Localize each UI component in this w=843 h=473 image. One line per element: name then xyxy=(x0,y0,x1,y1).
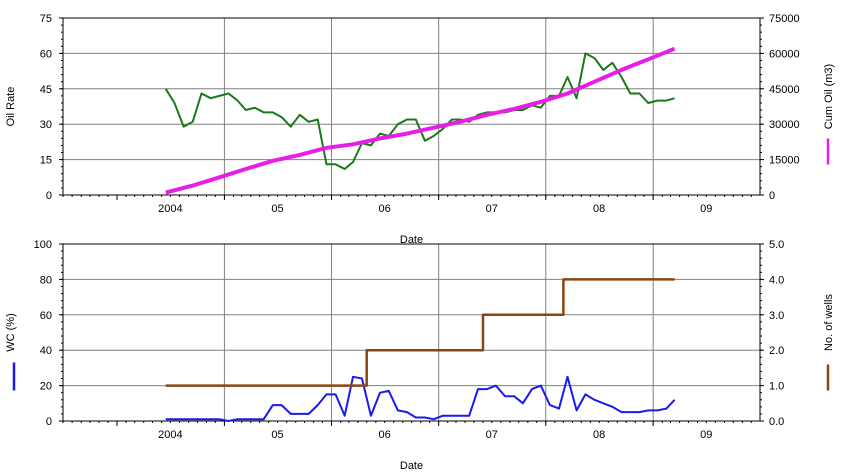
series-line-no-of-wells xyxy=(165,278,675,387)
x-tick-label: 09 xyxy=(700,429,712,441)
y2-tick-label: 0.0 xyxy=(769,416,784,428)
y-tick-label: 80 xyxy=(40,274,52,286)
y-tick-label: 15 xyxy=(40,155,52,167)
y-tick-label: 100 xyxy=(34,239,52,251)
x-tick-label: 08 xyxy=(593,429,605,441)
y-tick-label: 0 xyxy=(46,190,52,202)
x-tick-label: 07 xyxy=(486,429,498,441)
series-line-wc xyxy=(165,375,676,422)
series-line-oil-rate xyxy=(164,52,675,170)
y-tick-label: 30 xyxy=(40,119,52,131)
y2-axis-label: No. of wells xyxy=(823,294,835,351)
y2-tick-label: 4.0 xyxy=(769,274,784,286)
y2-tick-label: 5.0 xyxy=(769,239,784,251)
y-tick-label: 0 xyxy=(46,416,52,428)
x-tick-label: 05 xyxy=(271,429,283,441)
y-axis-label: Oil Rate xyxy=(5,87,17,127)
y2-tick-label: 2.0 xyxy=(769,345,784,357)
y-tick-label: 60 xyxy=(40,48,52,60)
series-line-cum-oil-m3 xyxy=(165,46,676,195)
plot-frame xyxy=(62,17,761,196)
x-tick-label: 05 xyxy=(271,203,283,215)
x-tick-label: 06 xyxy=(379,203,391,215)
x-tick-label: 09 xyxy=(700,203,712,215)
panel-2: 0 0.0 20 1.0 40 2.0 60 3.0 80 4.0 100 5.0 2004 05 06 07… xyxy=(5,239,835,472)
y-tick-label: 45 xyxy=(40,84,52,96)
y2-tick-label: 45000 xyxy=(769,84,800,96)
x-axis-label: Date xyxy=(400,460,423,472)
panel-1: 0 0 15 15000 30 30000 45 45000 60 60000 75 75000 200… xyxy=(5,13,835,246)
y-tick-label: 40 xyxy=(40,345,52,357)
x-tick-label: 2004 xyxy=(158,429,182,441)
y2-axis-label: Cum Oil (m3) xyxy=(823,64,835,129)
y2-tick-label: 1.0 xyxy=(769,381,784,393)
y2-tick-label: 15000 xyxy=(769,155,800,167)
x-axis-label: Date xyxy=(400,234,423,246)
y2-tick-label: 3.0 xyxy=(769,310,784,322)
y-axis-label: WC (%) xyxy=(5,313,17,352)
y2-tick-label: 60000 xyxy=(769,48,800,60)
x-tick-label: 08 xyxy=(593,203,605,215)
x-tick-label: 2004 xyxy=(158,203,182,215)
x-tick-label: 06 xyxy=(379,429,391,441)
y-tick-label: 75 xyxy=(40,13,52,25)
y2-tick-label: 75000 xyxy=(769,13,800,25)
y-tick-label: 60 xyxy=(40,310,52,322)
y2-tick-label: 30000 xyxy=(769,119,800,131)
y2-tick-label: 0 xyxy=(769,190,775,202)
x-tick-label: 07 xyxy=(486,203,498,215)
plot-frame xyxy=(62,243,761,422)
y-tick-label: 20 xyxy=(40,381,52,393)
